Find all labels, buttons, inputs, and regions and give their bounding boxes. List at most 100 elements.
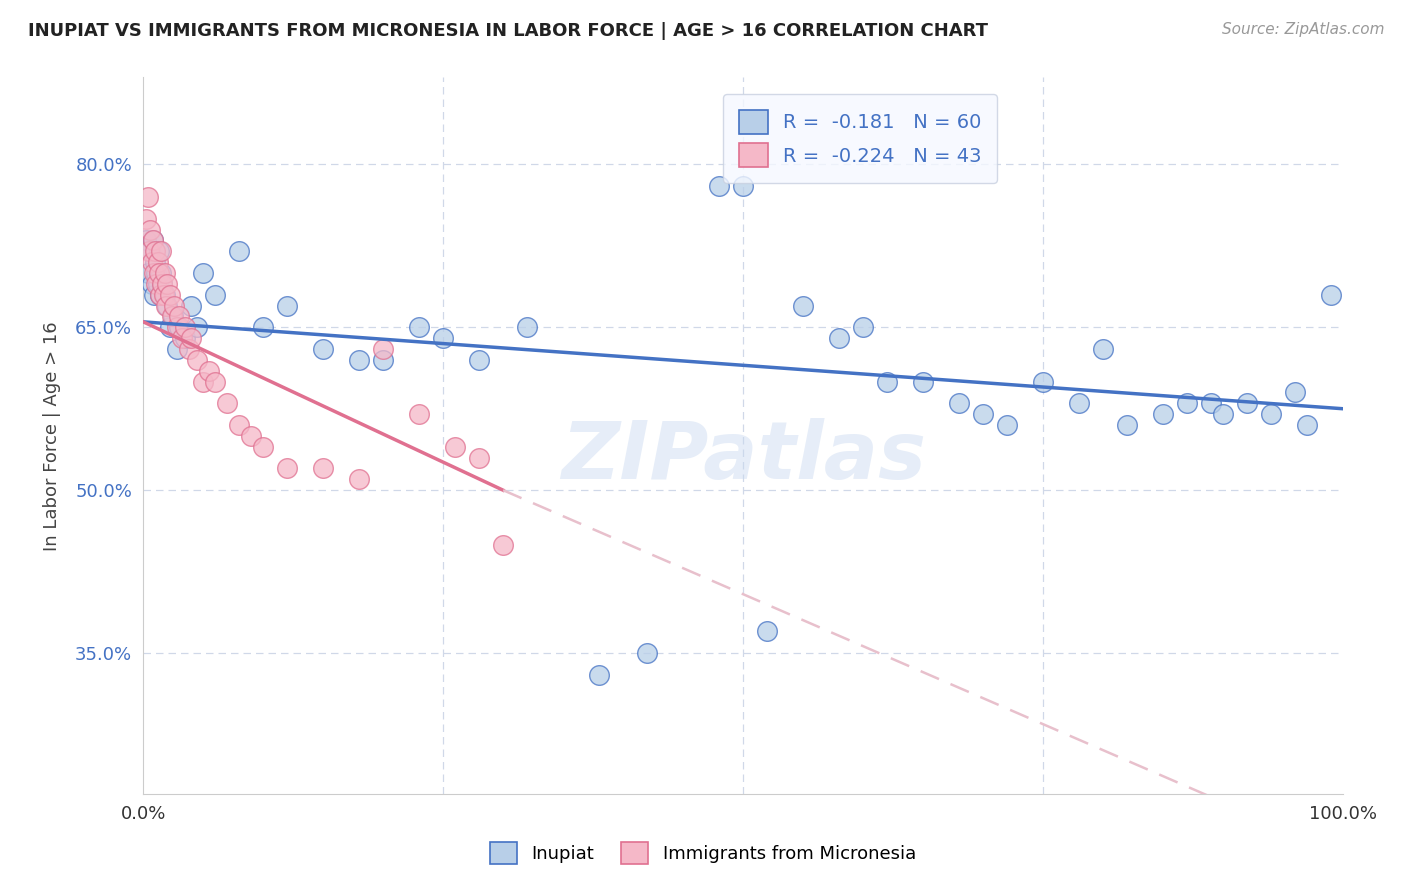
Point <box>228 244 250 259</box>
Point <box>135 211 157 226</box>
Point <box>373 352 395 367</box>
Legend: Inupiat, Immigrants from Micronesia: Inupiat, Immigrants from Micronesia <box>475 828 931 879</box>
Point <box>1116 418 1139 433</box>
Point <box>1296 418 1319 433</box>
Point <box>276 461 298 475</box>
Point <box>186 320 208 334</box>
Point <box>852 320 875 334</box>
Point <box>1175 396 1198 410</box>
Point <box>136 266 159 280</box>
Point <box>312 342 335 356</box>
Point <box>995 418 1018 433</box>
Point <box>193 375 215 389</box>
Point <box>143 287 166 301</box>
Point <box>876 375 898 389</box>
Point <box>152 287 174 301</box>
Point <box>156 277 179 291</box>
Point <box>792 299 814 313</box>
Point <box>1320 287 1343 301</box>
Point <box>432 331 454 345</box>
Point <box>146 277 169 291</box>
Y-axis label: In Labor Force | Age > 16: In Labor Force | Age > 16 <box>44 321 60 550</box>
Point <box>228 418 250 433</box>
Point <box>492 537 515 551</box>
Point <box>468 450 491 465</box>
Point <box>170 331 193 345</box>
Point <box>948 396 970 410</box>
Point <box>141 277 163 291</box>
Point <box>166 320 188 334</box>
Point <box>152 277 174 291</box>
Point <box>152 277 174 291</box>
Point <box>312 461 335 475</box>
Point <box>252 320 274 334</box>
Point <box>146 255 169 269</box>
Point <box>756 624 779 639</box>
Point <box>276 299 298 313</box>
Legend: R =  -0.181   N = 60, R =  -0.224   N = 43: R = -0.181 N = 60, R = -0.224 N = 43 <box>723 95 997 183</box>
Point <box>347 352 370 367</box>
Point <box>174 320 197 334</box>
Point <box>174 331 197 345</box>
Point <box>160 310 183 324</box>
Point <box>193 266 215 280</box>
Point <box>408 407 430 421</box>
Point <box>156 299 179 313</box>
Point <box>912 375 935 389</box>
Point <box>166 342 188 356</box>
Point <box>1152 407 1174 421</box>
Point <box>150 266 173 280</box>
Point <box>240 429 263 443</box>
Point <box>149 287 172 301</box>
Text: INUPIAT VS IMMIGRANTS FROM MICRONESIA IN LABOR FORCE | AGE > 16 CORRELATION CHAR: INUPIAT VS IMMIGRANTS FROM MICRONESIA IN… <box>28 22 988 40</box>
Point <box>733 179 755 194</box>
Point <box>1284 385 1306 400</box>
Point <box>162 310 184 324</box>
Point <box>1236 396 1258 410</box>
Point <box>141 255 163 269</box>
Point <box>135 233 157 247</box>
Point <box>198 364 221 378</box>
Point <box>1091 342 1114 356</box>
Point <box>204 287 226 301</box>
Point <box>148 266 170 280</box>
Point <box>588 668 610 682</box>
Point <box>139 222 162 236</box>
Point <box>177 342 200 356</box>
Point <box>516 320 538 334</box>
Point <box>145 277 167 291</box>
Point <box>444 440 467 454</box>
Point <box>145 266 167 280</box>
Point <box>252 440 274 454</box>
Text: ZIPatlas: ZIPatlas <box>561 418 925 497</box>
Point <box>159 320 181 334</box>
Point <box>136 190 159 204</box>
Point <box>180 331 202 345</box>
Point <box>204 375 226 389</box>
Point <box>142 233 165 247</box>
Point <box>155 299 177 313</box>
Point <box>1067 396 1090 410</box>
Point <box>408 320 430 334</box>
Point <box>138 244 160 259</box>
Point <box>153 266 176 280</box>
Point <box>828 331 851 345</box>
Point <box>167 310 190 324</box>
Point <box>143 255 166 269</box>
Point <box>373 342 395 356</box>
Point <box>142 233 165 247</box>
Point <box>167 320 190 334</box>
Point <box>347 472 370 486</box>
Point <box>180 299 202 313</box>
Point <box>707 179 730 194</box>
Point <box>159 287 181 301</box>
Point <box>149 287 172 301</box>
Point <box>1260 407 1282 421</box>
Point <box>186 352 208 367</box>
Point <box>468 352 491 367</box>
Point <box>1212 407 1234 421</box>
Point <box>153 287 176 301</box>
Point <box>150 244 173 259</box>
Point <box>139 244 162 259</box>
Point <box>217 396 239 410</box>
